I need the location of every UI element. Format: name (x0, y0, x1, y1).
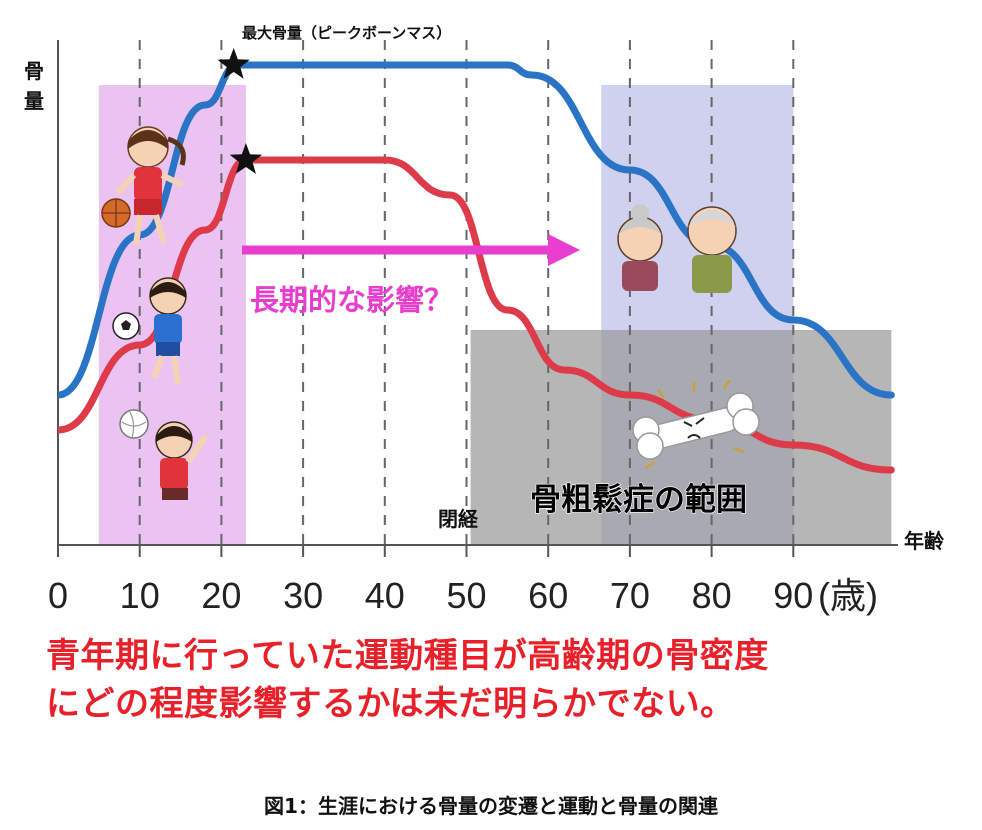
annotation-menopause: 閉経 (438, 507, 479, 531)
peak-star-0 (217, 48, 250, 79)
y-axis-label: 骨量 (24, 60, 44, 113)
note-line-2: にどの程度影響するかは未だ明らかでない。 (46, 684, 735, 724)
figure-caption: 図1：生涯における骨量の変遷と運動と骨量の関連 (264, 794, 718, 818)
x-tick-label-30: 30 (283, 575, 323, 616)
chart-axes (57, 40, 898, 546)
x-tick-label-20: 20 (201, 575, 241, 616)
x-ticks: 0 10 20 30 40 50 60 70 80 90 (48, 545, 813, 616)
elderly-man-icon (687, 206, 737, 293)
bone-mass-chart: 0 10 20 30 40 50 60 70 80 90 (24, 24, 945, 616)
elderly-couple-icon (617, 204, 737, 293)
bone-icon (632, 379, 760, 469)
long-term-arrow (242, 234, 580, 266)
x-tick-label-50: 50 (446, 575, 486, 616)
x-tick-label-60: 60 (528, 575, 568, 616)
x-tick-label-80: 80 (692, 575, 732, 616)
elderly-woman-icon (617, 204, 663, 291)
x-tick-label-10: 10 (120, 575, 160, 616)
x-tick-label-40: 40 (365, 575, 405, 616)
boy-soccer-icon (112, 277, 187, 385)
x-tick-label-0: 0 (48, 575, 68, 616)
x-tick-label-70: 70 (610, 575, 650, 616)
x-axis-label: 年齢 (904, 529, 945, 553)
girl-basketball-icon (101, 126, 186, 246)
annotation-long-term: 長期的な影響？ (250, 283, 453, 317)
x-tick-label-90: 90 (773, 575, 813, 616)
osteoporosis-region-label: 骨粗鬆症の範囲 (530, 482, 747, 517)
peak-star-1 (229, 143, 263, 174)
note-line-1: 青年期に行っていた運動種目が高齢期の骨密度 (46, 636, 769, 676)
chart-title: 最大骨量（ピークボーンマス） (242, 24, 451, 42)
x-unit-label: (歳) (818, 575, 878, 616)
girl-volleyball-icon (119, 409, 209, 500)
